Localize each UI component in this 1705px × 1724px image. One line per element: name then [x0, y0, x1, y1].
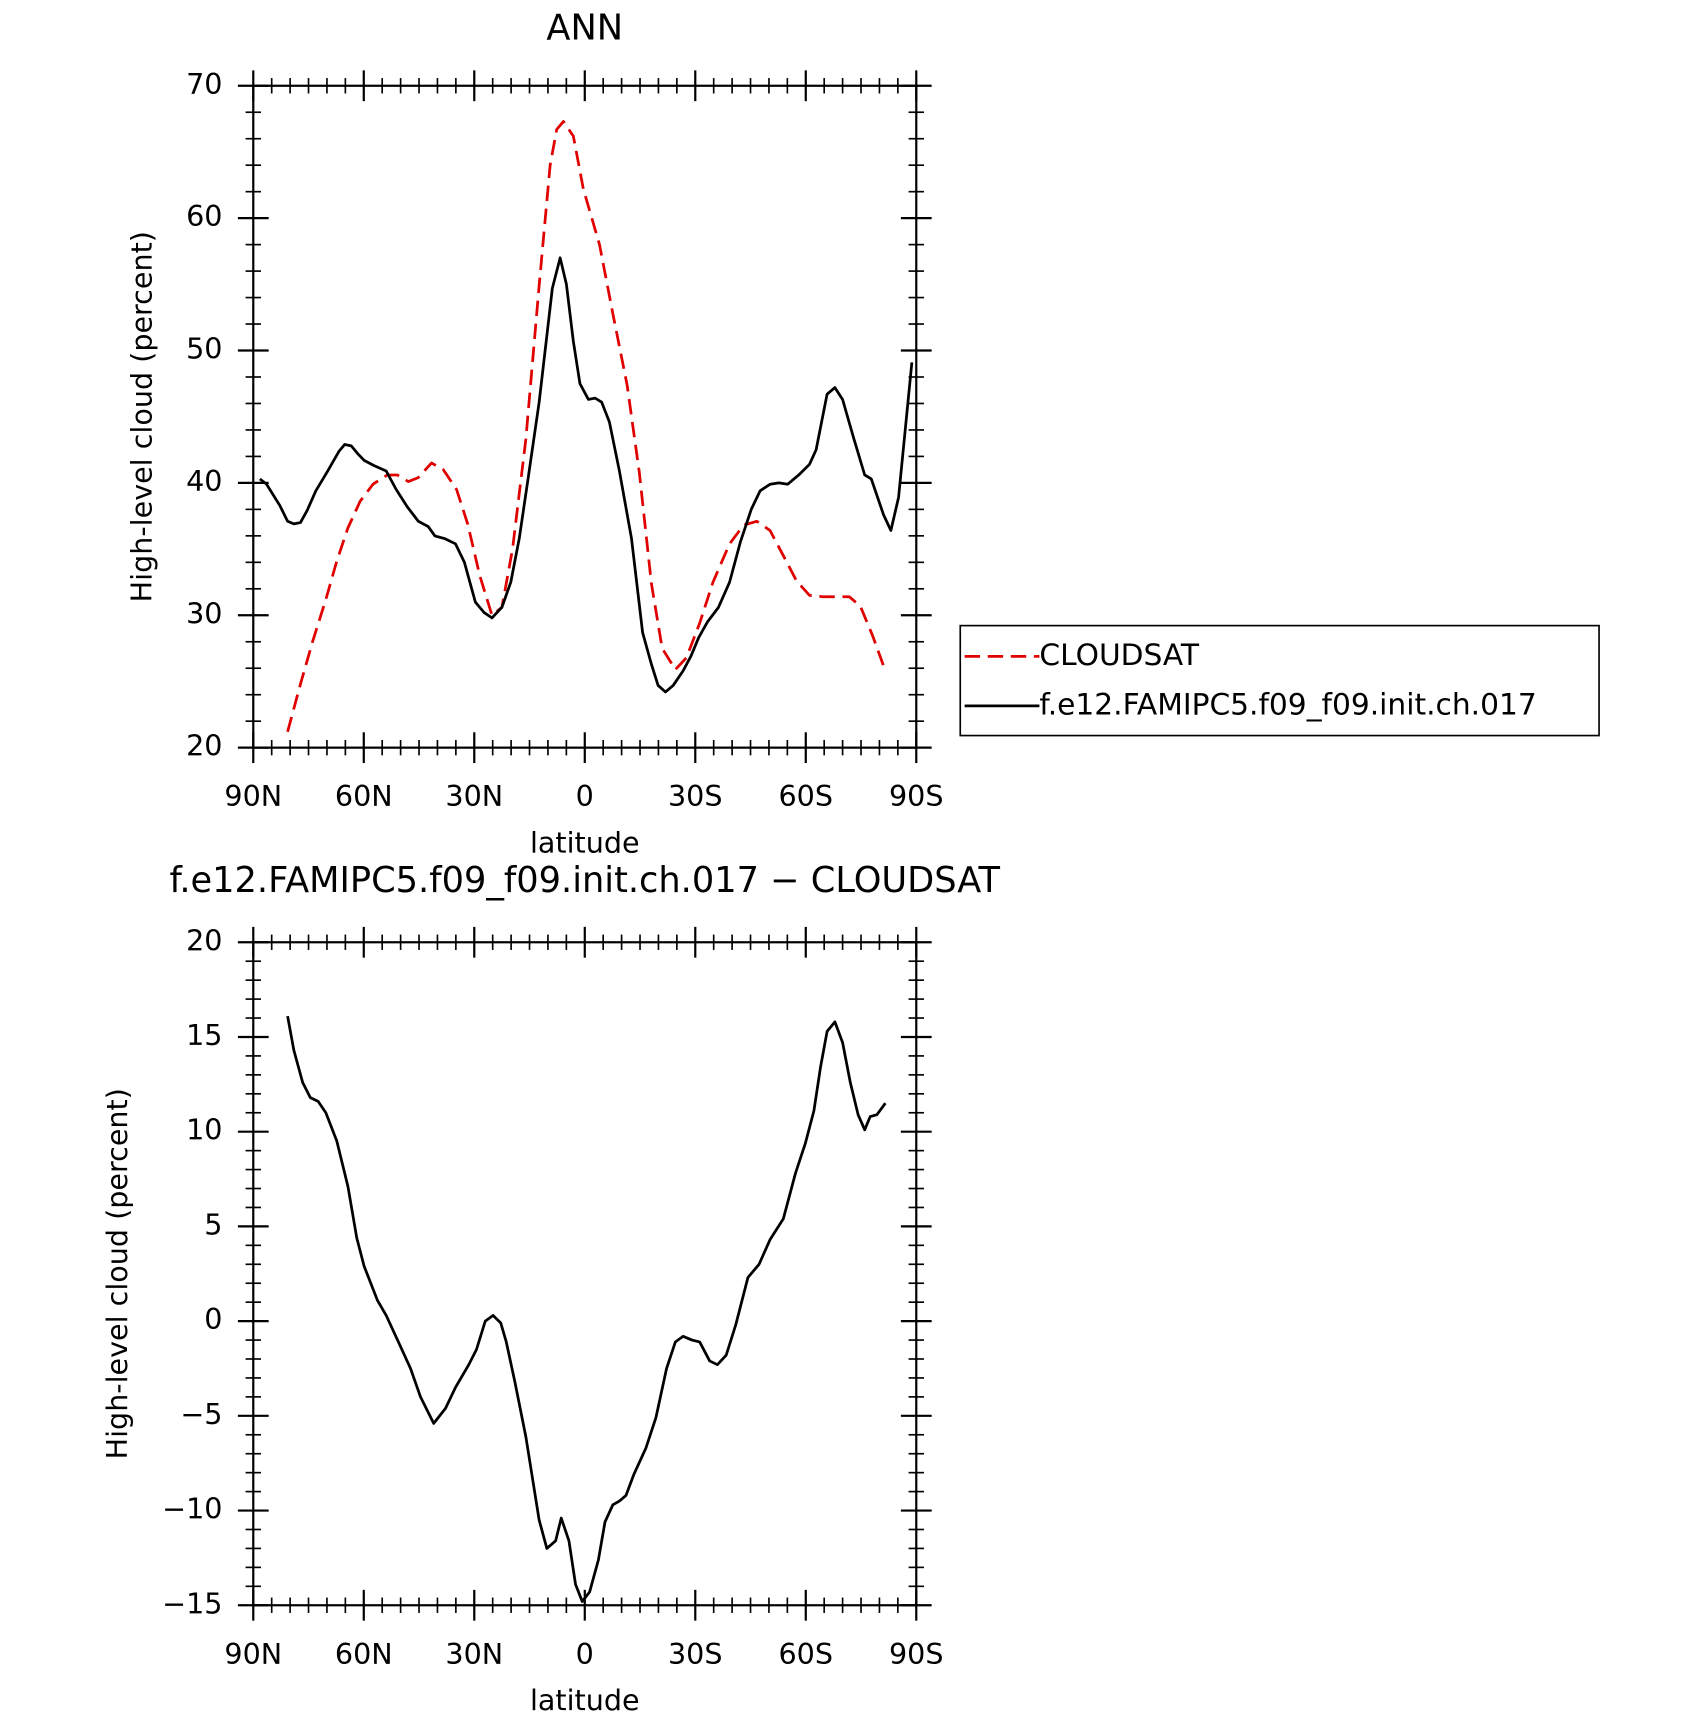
legend-label: CLOUDSAT — [1039, 637, 1199, 672]
y-tick-label: −5 — [180, 1397, 222, 1431]
y-tick-label: −10 — [162, 1492, 222, 1526]
y-tick-label: 5 — [204, 1207, 222, 1241]
plot-frame — [252, 84, 918, 749]
y-axis-label: High-level cloud (percent) — [100, 1088, 134, 1459]
y-tick-label: 20 — [186, 729, 222, 763]
y-tick-label: 10 — [186, 1113, 222, 1147]
x-tick-label: 0 — [576, 779, 594, 813]
chart-title: ANN — [546, 8, 623, 49]
x-tick-label: 30S — [668, 1637, 723, 1671]
x-tick-label: 60N — [335, 1637, 393, 1671]
legend-label: f.e12.FAMIPC5.f09_f09.init.ch.017 — [1039, 686, 1536, 721]
y-tick-label: 30 — [186, 596, 222, 630]
x-tick-label: 60N — [335, 779, 393, 813]
y-tick-label: −15 — [162, 1586, 222, 1620]
x-tick-label: 0 — [576, 1637, 594, 1671]
legend-box — [959, 624, 1600, 737]
x-axis-label: latitude — [530, 1683, 640, 1717]
y-tick-label: 50 — [186, 332, 222, 366]
y-tick-label: 60 — [186, 199, 222, 233]
data-line — [286, 120, 887, 733]
y-axis-label: High-level cloud (percent) — [124, 231, 158, 602]
x-tick-label: 30N — [445, 1637, 503, 1671]
x-tick-label: 60S — [779, 1637, 834, 1671]
x-tick-label: 30N — [445, 779, 503, 813]
x-tick-label: 90S — [889, 1637, 944, 1671]
y-tick-label: 40 — [186, 464, 222, 498]
x-tick-label: 90N — [224, 779, 282, 813]
x-tick-label: 30S — [668, 779, 723, 813]
y-tick-label: 70 — [186, 67, 222, 101]
x-tick-label: 90S — [889, 779, 944, 813]
y-tick-label: 20 — [186, 923, 222, 957]
data-line — [259, 256, 914, 694]
y-tick-label: 15 — [186, 1018, 222, 1052]
x-axis-label: latitude — [530, 825, 640, 859]
plot-frame — [252, 941, 918, 1607]
y-tick-label: 0 — [204, 1302, 222, 1336]
x-tick-label: 90N — [224, 1637, 282, 1671]
data-line — [286, 1015, 887, 1603]
x-tick-label: 60S — [779, 779, 834, 813]
chart-title: f.e12.FAMIPC5.f09_f09.init.ch.017 − CLOU… — [170, 860, 1001, 901]
